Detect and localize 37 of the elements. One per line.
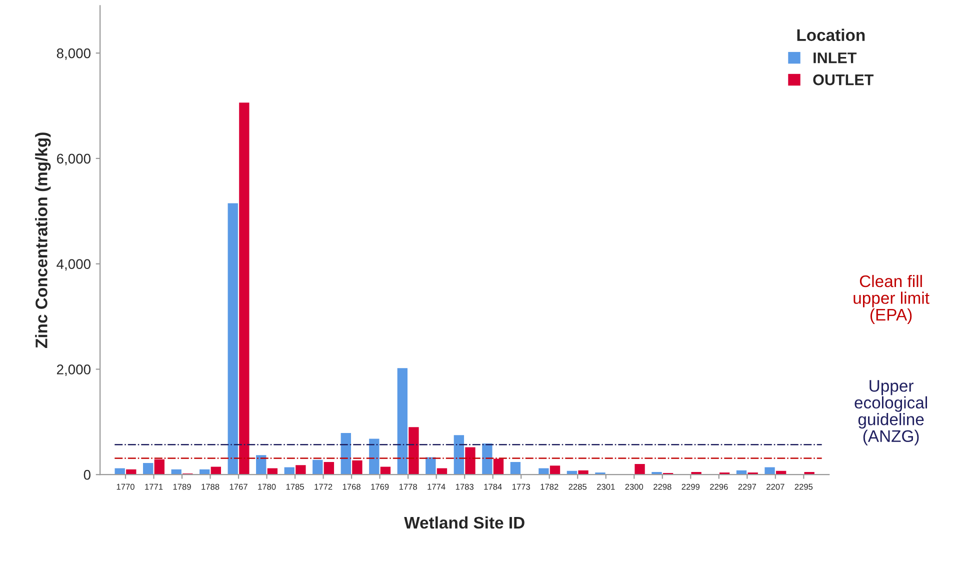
- x-tick-label: 2297: [738, 484, 756, 490]
- x-tick-label: 1782: [540, 484, 558, 490]
- x-tick-label: 1772: [314, 484, 332, 490]
- y-tick-label: 0: [84, 470, 90, 480]
- y-tick-label: 2,000: [56, 364, 90, 376]
- y-tick-label: 6,000: [56, 154, 90, 166]
- x-tick-label: 1767: [230, 484, 248, 490]
- y-tick-label: 8,000: [56, 48, 90, 60]
- x-tick-label: 2207: [766, 484, 784, 490]
- x-tick-label: 2298: [654, 484, 672, 490]
- ref-line-label: Clean fill upper limit (EPA): [854, 274, 930, 324]
- x-tick-label: 1784: [484, 484, 502, 490]
- y-axis-title: Zinc Concentration (mg/kg): [35, 132, 51, 348]
- x-tick-label: 2300: [625, 484, 644, 490]
- y-tick-label: 4,000: [56, 259, 90, 271]
- x-tick-label: 2285: [568, 484, 587, 490]
- x-tick-label: 1783: [456, 484, 474, 490]
- x-tick-label: 1770: [116, 484, 134, 490]
- x-tick-label: 2296: [710, 484, 728, 490]
- x-tick-label: 1778: [399, 484, 417, 490]
- x-tick-label: 2299: [682, 484, 700, 490]
- x-tick-label: 2301: [597, 484, 615, 490]
- x-tick-label: 1769: [371, 484, 389, 490]
- legend-label: OUTLET: [813, 74, 874, 86]
- x-tick-label: 1771: [145, 484, 163, 490]
- legend-label: INLET: [814, 52, 857, 64]
- x-tick-label: 1774: [428, 484, 446, 490]
- x-tick-label: 2295: [794, 484, 813, 490]
- ref-line-label: Upper ecological guideline (ANZG): [854, 380, 928, 446]
- x-tick-label: 1768: [342, 484, 360, 490]
- x-tick-label: 1789: [173, 484, 191, 490]
- x-axis-title: Wetland Site ID: [404, 516, 524, 529]
- x-tick-label: 1780: [258, 484, 276, 490]
- x-tick-label: 1773: [512, 484, 530, 490]
- x-tick-label: 1785: [286, 484, 304, 490]
- x-tick-label: 1788: [202, 484, 220, 490]
- legend-title: Location: [797, 28, 865, 42]
